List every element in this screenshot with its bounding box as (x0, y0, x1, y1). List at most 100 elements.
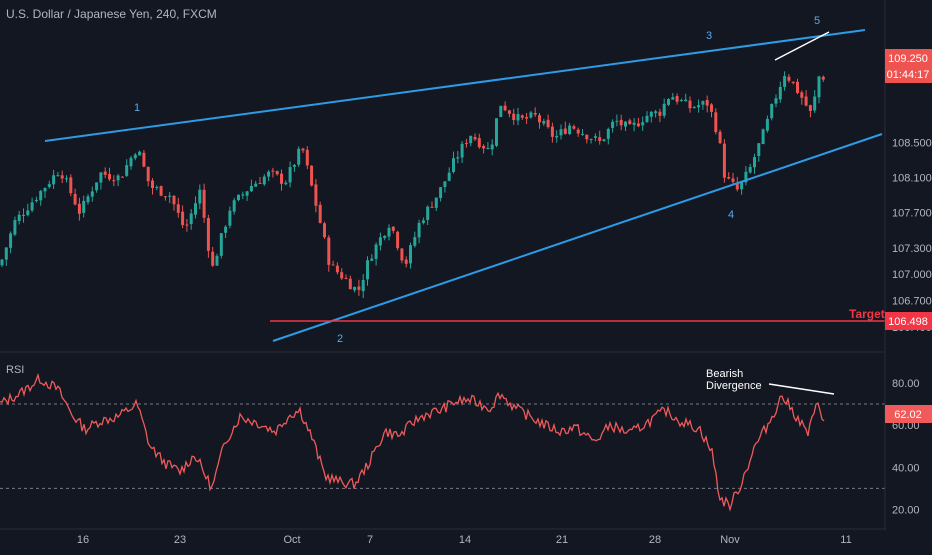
candle-body-down (172, 195, 176, 205)
candle-body-up (456, 157, 460, 159)
candle-body-up (692, 107, 696, 109)
wave-label-4: 4 (728, 209, 734, 221)
candle-body-up (34, 199, 38, 202)
rsi-axis-tick: 40.00 (892, 462, 920, 474)
candle-body-down (271, 170, 275, 172)
candle-body-down (482, 145, 486, 149)
candle-body-down (718, 131, 722, 144)
wave-label-5: 5 (814, 15, 820, 27)
candle-body-up (65, 178, 68, 180)
time-axis-tick: 7 (367, 534, 373, 546)
candle-body-down (211, 251, 215, 266)
time-axis-tick: 14 (459, 534, 471, 546)
candle-body-up (697, 105, 701, 108)
candle-body-down (735, 182, 739, 190)
candle-body-down (464, 142, 468, 144)
candle-body-up (366, 260, 369, 280)
candle-body-up (434, 197, 438, 208)
candle-body-down (323, 223, 326, 238)
candle-body-up (559, 129, 563, 136)
candle-body-down (404, 259, 408, 264)
candle-body-down (120, 176, 124, 178)
time-axis[interactable]: 16 23 Oct 7 14 21 28 Nov 11 (77, 534, 852, 546)
candle-body-up (9, 233, 13, 248)
candle-body-down (658, 111, 662, 116)
candle-body-up (671, 97, 675, 100)
price-axis-tick: 107.300 (892, 243, 932, 255)
candle-body-up (774, 98, 778, 104)
candle-body-up (624, 121, 627, 127)
candle-body-down (585, 134, 589, 140)
candle-body-down (628, 120, 632, 125)
wave5-divergence-line[interactable] (774, 31, 830, 61)
candle-body-down (335, 265, 339, 273)
candle-body-up (43, 187, 47, 192)
candle-body-up (817, 76, 821, 98)
candle-body-up (783, 76, 787, 87)
target-price-label: 106.498 (885, 312, 932, 330)
candle-body-up (125, 165, 129, 176)
rsi-divergence-line[interactable] (768, 383, 835, 395)
candle-body-up (138, 151, 142, 156)
candle-body-down (142, 152, 146, 167)
candle-body-up (615, 120, 619, 122)
candle-body-up (589, 139, 593, 141)
candle-body-down (348, 278, 352, 290)
trendline-overlays: Target 1 2 3 4 5 (44, 15, 885, 345)
rsi-current-label: 62.02 (885, 405, 932, 423)
rsi-title: RSI (6, 364, 24, 376)
target-label: Target (849, 307, 885, 321)
candle-body-up (602, 139, 606, 141)
divergence-annotation-line1: Bearish (706, 368, 743, 380)
candle-body-up (82, 200, 86, 213)
candle-body-down (808, 105, 812, 112)
candle-body-up (4, 247, 8, 260)
rsi-current-value: 62.02 (894, 409, 922, 421)
rsi-pane: RSI Bearish Divergence (0, 364, 885, 512)
rsi-line[interactable] (0, 372, 825, 512)
candle-body-up (761, 129, 765, 145)
target-price-value: 106.498 (888, 316, 928, 328)
candle-body-up (645, 115, 649, 123)
candle-body-up (684, 99, 688, 102)
candle-body-down (538, 115, 541, 123)
candle-body-down (280, 173, 283, 184)
candle-body-down (163, 196, 167, 198)
wave-label-3: 3 (706, 30, 712, 42)
chart-title: U.S. Dollar / Japanese Yen, 240, FXCM (6, 7, 217, 21)
time-axis-tick: Oct (283, 534, 300, 546)
candle-body-down (800, 92, 804, 98)
candle-body-down (731, 178, 735, 182)
candle-body-down (357, 286, 361, 290)
candle-body-down (69, 177, 73, 194)
candle-body-up (753, 157, 756, 168)
price-axis-tick: 107.700 (892, 208, 932, 220)
price-axis-tick: 108.100 (892, 173, 932, 185)
candle-body-down (507, 110, 511, 114)
rsi-axis-tick: 60.00 (892, 420, 920, 432)
candle-body-down (722, 143, 726, 178)
rsi-axis-tick: 20.00 (892, 504, 920, 516)
candle-body-down (727, 177, 731, 179)
candle-body-down (305, 149, 309, 166)
candle-body-up (765, 118, 769, 131)
candle-body-down (791, 81, 795, 84)
upper-wedge-trendline[interactable] (44, 29, 866, 142)
candle-body-down (60, 175, 64, 179)
candle-body-down (331, 264, 335, 266)
rsi-axis[interactable]: 80.00 60.00 40.00 20.00 (892, 378, 920, 517)
divergence-annotation-bearish: Bearish (706, 368, 743, 380)
candle-body-up (667, 99, 670, 105)
candle-body-up (443, 181, 447, 188)
candle-body-down (477, 138, 481, 148)
candle-body-up (26, 210, 30, 216)
candle-body-up (632, 122, 636, 125)
candle-body-up (679, 100, 683, 102)
bar-countdown: 01:44:17 (887, 69, 930, 81)
price-axis-tick: 106.700 (892, 296, 932, 308)
candle-body-down (108, 174, 111, 180)
lower-wedge-trendline[interactable] (272, 133, 883, 342)
current-price-box (885, 49, 932, 83)
candle-body-up (0, 259, 4, 266)
